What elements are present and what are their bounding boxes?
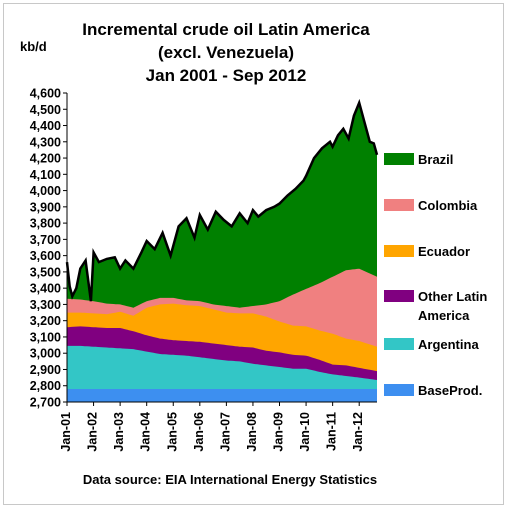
x-tick-label: Jan-02 [86,412,100,452]
legend-swatch-baseprod [384,384,414,396]
legend-label-colombia: Colombia [418,198,478,213]
y-tick-label: 3,900 [30,200,61,214]
legend: Brazil Colombia Ecuador Other Latin America A… [384,152,487,398]
y-tick-label: 4,100 [30,168,61,182]
y-tick-label: 3,200 [30,314,61,328]
y-tick-label: 3,100 [30,330,61,344]
data-source-note: Data source: EIA International Energy St… [83,472,377,487]
chart-frame: Incremental crude oil Latin America (exc… [3,3,504,505]
x-tick-label: Jan-08 [245,412,259,452]
x-tick-label: Jan-12 [351,412,365,452]
y-tick-label: 3,300 [30,298,61,312]
y-tick-label: 2,700 [30,396,61,410]
legend-label-baseprod: BaseProd. [418,383,482,398]
y-tick-label: 4,300 [30,135,61,149]
x-axis: Jan-01 Jan-02 Jan-03 Jan-04 Jan-05 Jan-06 Jan-… [59,401,377,452]
y-tick-label: 3,700 [30,233,61,247]
legend-swatch-ecuador [384,245,414,257]
area-baseprod [67,389,377,402]
legend-swatch-other-latin-america [384,290,414,302]
chart-title-line-1: Incremental crude oil Latin America [82,20,370,39]
area-argentina [67,345,377,402]
chart: Incremental crude oil Latin America (exc… [20,20,487,487]
chart-title-line-2: (excl. Venezuela) [158,43,294,62]
x-tick-label: Jan-04 [139,412,153,452]
y-tick-label: 4,500 [30,103,61,117]
y-tick-label: 4,600 [30,87,61,101]
x-tick-label: Jan-06 [192,412,206,452]
legend-swatch-colombia [384,199,414,211]
legend-label-ecuador: Ecuador [418,244,470,259]
chart-title-line-3: Jan 2001 - Sep 2012 [146,66,307,85]
x-tick-label: Jan-10 [298,412,312,452]
x-tick-label: Jan-01 [59,412,73,452]
x-tick-label: Jan-11 [325,412,339,451]
y-tick-label: 3,500 [30,265,61,279]
y-tick-label: 4,200 [30,152,61,166]
legend-label-argentina: Argentina [418,337,479,352]
legend-label-brazil: Brazil [418,152,453,167]
legend-swatch-brazil [384,153,414,165]
y-tick-label: 3,800 [30,217,61,231]
x-tick-label: Jan-09 [272,412,286,452]
legend-swatch-argentina [384,338,414,350]
y-tick-label: 2,800 [30,379,61,393]
y-tick-label: 3,400 [30,282,61,296]
y-tick-label: 4,000 [30,184,61,198]
y-tick-label: 3,000 [30,347,61,361]
x-tick-label: Jan-03 [112,412,126,452]
y-axis: 2,700 2,800 2,900 3,000 3,100 3,200 3,300 3,400… [30,87,68,410]
x-tick-label: Jan-07 [218,412,232,452]
y-tick-label: 2,900 [30,363,61,377]
plot-areas [65,98,379,403]
x-tick-label: Jan-05 [165,412,179,452]
legend-label-other-latin-america: Other Latin America [418,289,487,323]
total-outline [65,98,379,302]
y-unit-label: kb/d [20,39,47,54]
y-tick-label: 3,600 [30,249,61,263]
y-tick-label: 4,400 [30,119,61,133]
